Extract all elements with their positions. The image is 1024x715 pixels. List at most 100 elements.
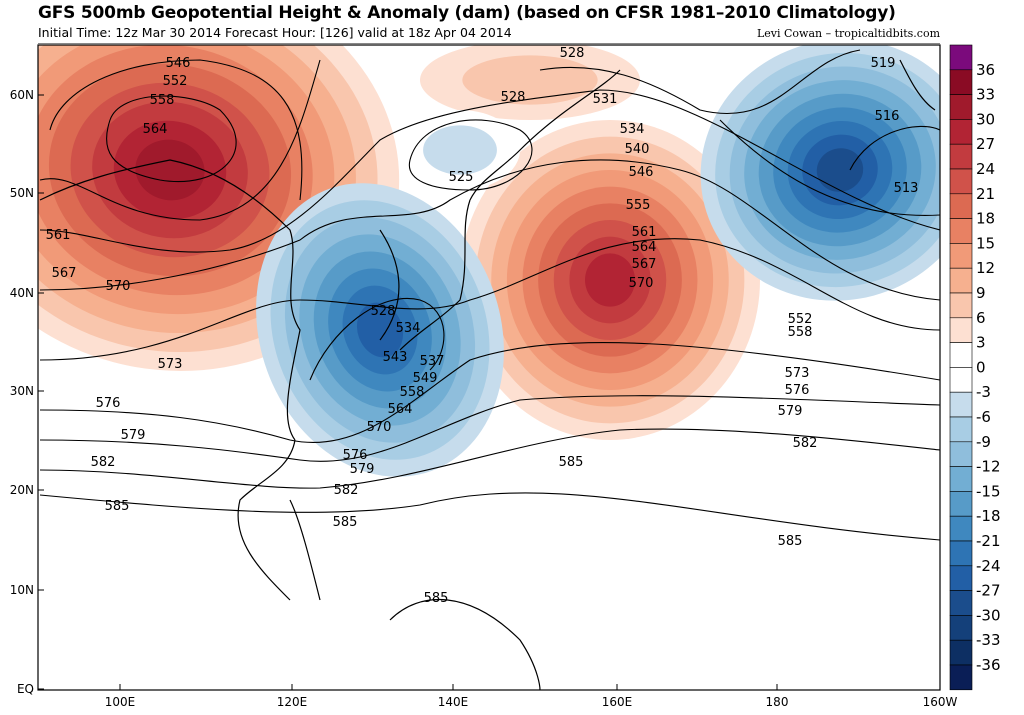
colorbar-label: -30 — [976, 606, 1001, 624]
contour-label: 579 — [350, 462, 375, 477]
coastline — [389, 598, 541, 690]
colorbar-swatch — [949, 168, 973, 195]
colorbar-swatch — [949, 243, 973, 269]
contour-label: 573 — [785, 366, 810, 381]
colorbar-label: 15 — [976, 234, 995, 252]
colorbar-swatch — [949, 639, 973, 666]
contour-label: 558 — [150, 93, 175, 108]
colorbar-swatch — [949, 491, 973, 517]
height-contour — [39, 59, 321, 221]
colorbar-swatch — [949, 441, 973, 467]
colorbar-label: -15 — [976, 482, 1001, 500]
colorbar-label: 6 — [976, 309, 986, 327]
colorbar-label: -6 — [976, 408, 991, 426]
contour-label: 567 — [632, 257, 657, 272]
contour-label: 537 — [420, 354, 445, 369]
height-contour — [49, 59, 303, 201]
contour-label: 570 — [629, 276, 654, 291]
contour-label: 546 — [629, 165, 654, 180]
colorbar-label: -27 — [976, 582, 1001, 600]
contour-label: 579 — [778, 404, 803, 419]
contour-label: 549 — [413, 371, 438, 386]
colorbar-swatch — [949, 119, 973, 145]
contour-label: 534 — [620, 122, 645, 137]
contour-label: 582 — [91, 455, 116, 470]
height-contour — [39, 492, 940, 541]
negative-anomaly-japan — [256, 183, 504, 477]
map-plot: 5465525585645615675705735765795825855285… — [38, 45, 940, 690]
contour-label: 555 — [626, 198, 651, 213]
lon-label: 160W — [923, 695, 958, 709]
colorbar-swatch — [949, 615, 973, 641]
colorbar-label: 30 — [976, 110, 995, 128]
lat-label: 40N — [10, 286, 34, 300]
colorbar-swatch — [949, 391, 973, 418]
height-contour — [309, 298, 445, 381]
colorbar-swatch — [949, 143, 973, 170]
colorbar-label: 21 — [976, 185, 995, 203]
contour-label: 585 — [333, 515, 358, 530]
height-contour — [39, 428, 940, 489]
lat-label: 10N — [10, 583, 34, 597]
colorbar-swatch — [949, 94, 973, 120]
colorbar-swatch — [949, 466, 973, 492]
colorbar-label: 0 — [976, 358, 986, 376]
contour-label: 564 — [632, 240, 657, 255]
colorbar: 3633302724211815129630-3-6-9-12-15-18-21… — [949, 44, 1001, 691]
colorbar-swatch — [949, 565, 973, 591]
lon-label: 160E — [602, 695, 633, 709]
colorbar-swatch — [949, 664, 973, 691]
colorbar-label: 9 — [976, 284, 986, 302]
contour-label: 531 — [593, 92, 618, 107]
colorbar-swatch — [949, 267, 973, 294]
negative-anomaly-east — [700, 45, 940, 301]
colorbar-swatch — [949, 193, 973, 219]
colorbar-swatch — [949, 292, 973, 319]
contour-label: 540 — [625, 142, 650, 157]
colorbar-swatch — [949, 218, 973, 244]
height-contour — [39, 159, 940, 301]
lat-label: 50N — [10, 186, 34, 200]
colorbar-label: -18 — [976, 507, 1001, 525]
contour-label: 534 — [396, 321, 421, 336]
colorbar-label: -24 — [976, 557, 1001, 575]
colorbar-label: 27 — [976, 135, 995, 153]
contour-label: 564 — [143, 122, 168, 137]
colorbar-label: -3 — [976, 383, 991, 401]
contour-label: 585 — [105, 499, 130, 514]
contour-label: 564 — [388, 402, 413, 417]
colorbar-label: -9 — [976, 433, 991, 451]
contour-label: 576 — [785, 383, 810, 398]
contour-label: 567 — [52, 266, 77, 281]
colorbar-swatch — [949, 342, 973, 368]
contour-label: 558 — [788, 325, 813, 340]
lat-label: EQ — [17, 682, 34, 696]
lat-label: 20N — [10, 483, 34, 497]
height-contour — [39, 395, 940, 462]
contour-label: 519 — [871, 56, 896, 71]
map-subtitle: Initial Time: 12z Mar 30 2014 Forecast H… — [38, 25, 512, 40]
credit: Levi Cowan – tropicaltidbits.com — [756, 27, 940, 40]
colorbar-label: 18 — [976, 210, 995, 228]
contour-label: 528 — [501, 90, 526, 105]
coastline — [399, 199, 471, 351]
lat-label: 30N — [10, 384, 34, 398]
contour-label: 561 — [46, 228, 71, 243]
colorbar-label: -36 — [976, 656, 1001, 674]
contour-label: 552 — [788, 312, 813, 327]
contour-label: 570 — [367, 420, 392, 435]
lon-label: 120E — [277, 695, 308, 709]
lon-label: 180 — [766, 695, 789, 709]
colorbar-label: -12 — [976, 458, 1001, 476]
contour-label: 558 — [400, 385, 425, 400]
contour-label: 585 — [778, 534, 803, 549]
coastline — [469, 69, 621, 201]
height-contour — [106, 95, 237, 182]
contour-label: 576 — [343, 448, 368, 463]
map-title: GFS 500mb Geopotential Height & Anomaly … — [38, 3, 896, 23]
contour-label: 528 — [371, 304, 396, 319]
height-contour — [539, 49, 861, 115]
lat-label: 60N — [10, 88, 34, 102]
contour-label: 585 — [424, 591, 449, 606]
